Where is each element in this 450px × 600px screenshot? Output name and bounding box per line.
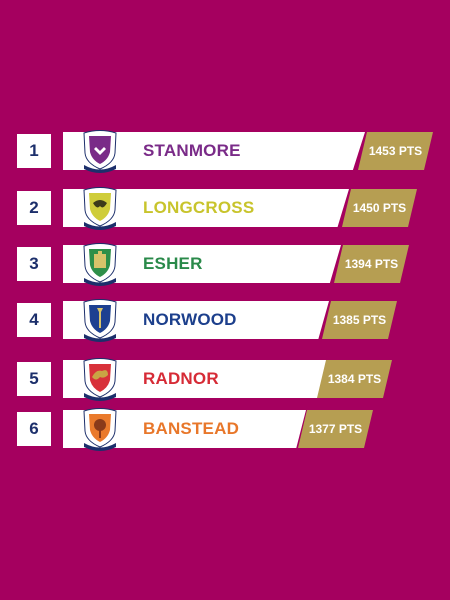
leaderboard-row-stanmore: 1 STANMORE 1453 PTS xyxy=(0,130,450,173)
team-name: RADNOR xyxy=(143,369,219,388)
team-name: STANMORE xyxy=(143,141,241,160)
points-badge: 1384 PTS xyxy=(317,360,392,398)
leaderboard-row-banstead: 6 BANSTEAD 1377 PTS xyxy=(0,408,450,451)
team-name: ESHER xyxy=(143,254,203,273)
rank-badge: 6 xyxy=(17,412,51,446)
points-badge: 1450 PTS xyxy=(342,189,417,227)
stanmore-crest-icon xyxy=(80,127,120,175)
leaderboard-row-esher: 3 ESHER 1394 PTS xyxy=(0,243,450,286)
rank-badge: 1 xyxy=(17,134,51,168)
team-name: BANSTEAD xyxy=(143,419,240,438)
rank-badge: 3 xyxy=(17,247,51,281)
rank-badge: 4 xyxy=(17,303,51,337)
radnor-crest-icon xyxy=(80,355,120,403)
rank-badge: 5 xyxy=(17,362,51,396)
team-name: LONGCROSS xyxy=(143,198,255,217)
leaderboard-row-radnor: 5 RADNOR 1384 PTS xyxy=(0,358,450,401)
longcross-crest-icon xyxy=(80,184,120,232)
leaderboard-row-longcross: 2 LONGCROSS 1450 PTS xyxy=(0,187,450,230)
points-badge: 1377 PTS xyxy=(298,410,373,448)
points-badge: 1394 PTS xyxy=(334,245,409,283)
points-badge: 1385 PTS xyxy=(322,301,397,339)
leaderboard-row-norwood: 4 NORWOOD 1385 PTS xyxy=(0,299,450,342)
banstead-crest-icon xyxy=(80,405,120,453)
points-badge: 1453 PTS xyxy=(358,132,433,170)
rank-badge: 2 xyxy=(17,191,51,225)
team-name: NORWOOD xyxy=(143,310,237,329)
norwood-crest-icon xyxy=(80,296,120,344)
esher-crest-icon xyxy=(80,240,120,288)
